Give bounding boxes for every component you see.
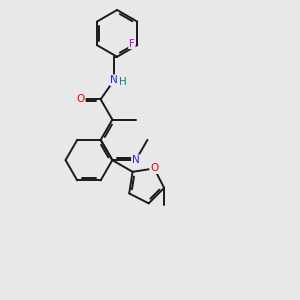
Text: F: F: [129, 39, 135, 49]
Text: N: N: [110, 75, 118, 85]
Text: H: H: [118, 77, 126, 87]
Text: H: H: [118, 77, 126, 87]
Text: N: N: [132, 155, 140, 165]
Text: O: O: [150, 164, 158, 173]
Text: O: O: [150, 164, 158, 173]
Text: O: O: [76, 94, 85, 104]
Text: N: N: [110, 75, 118, 85]
Text: F: F: [129, 39, 135, 49]
Text: O: O: [76, 94, 85, 104]
Text: N: N: [132, 155, 140, 165]
